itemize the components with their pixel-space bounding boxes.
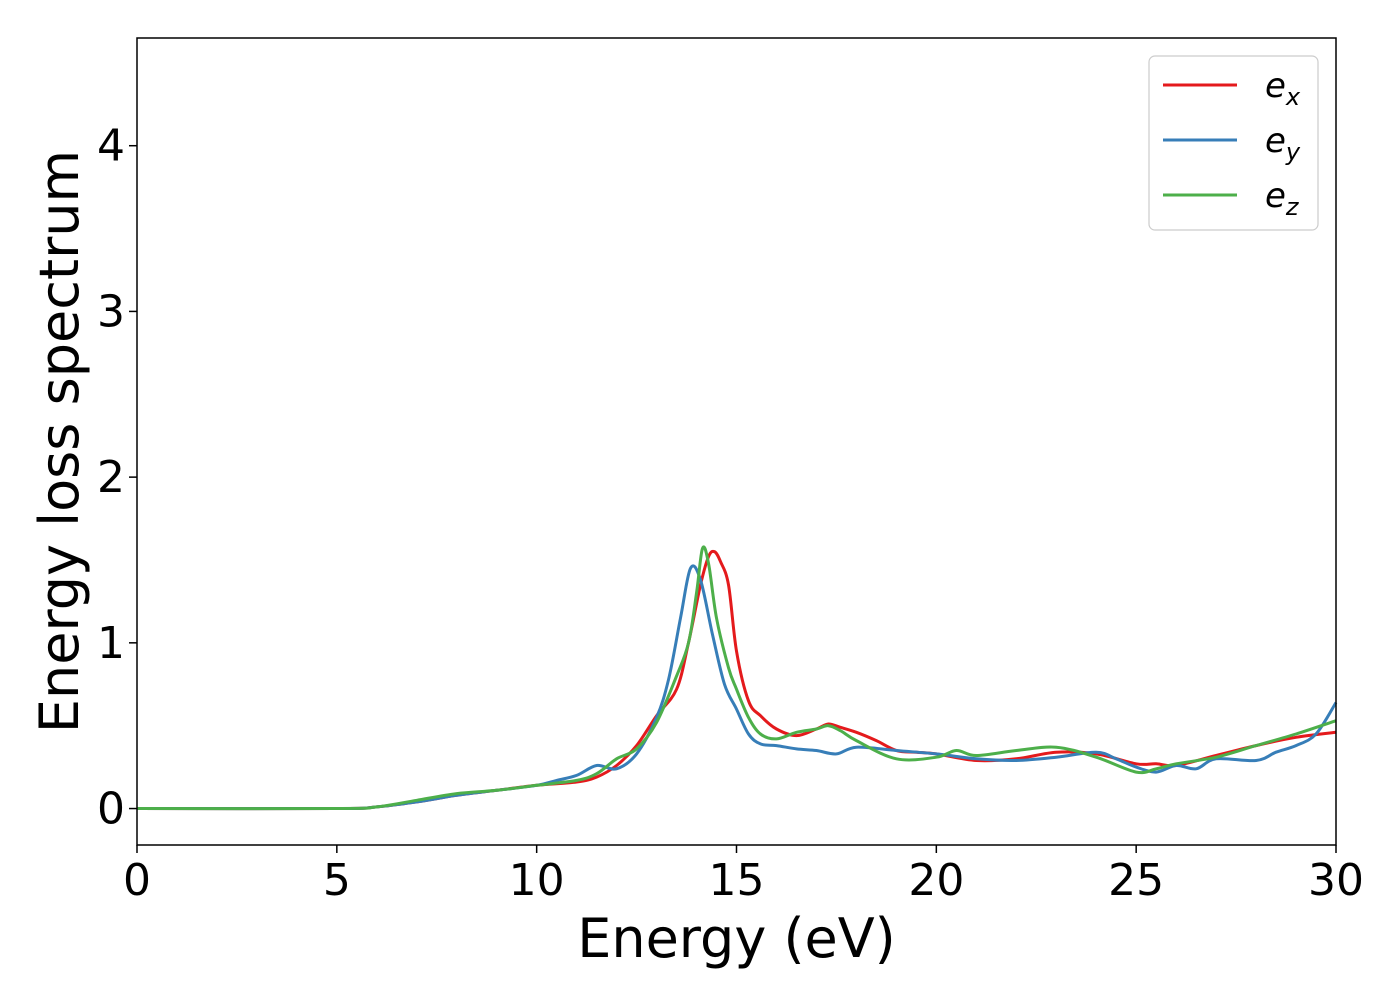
legend-label-ez: ez (1265, 176, 1300, 221)
series-layer (136, 545, 1338, 811)
legend-label-ey: ey (1265, 121, 1301, 166)
legend-box (1148, 55, 1319, 231)
legend: ex ey ez (1148, 55, 1319, 231)
x-axis-ticks: 0 5 10 15 20 25 30 (123, 845, 1364, 906)
y-tick-label: 2 (97, 452, 125, 503)
x-axis-label: Energy (eV) (577, 907, 896, 970)
y-tick-label: 0 (97, 784, 125, 835)
y-tick-label: 4 (97, 121, 125, 172)
x-tick-label: 30 (1308, 855, 1364, 906)
legend-label-ex: ex (1265, 66, 1301, 111)
x-tick-label: 15 (709, 855, 765, 906)
y-tick-label: 3 (97, 286, 125, 337)
x-tick-label: 0 (123, 855, 151, 906)
y-axis-ticks: 0 1 2 3 4 (97, 121, 137, 835)
x-tick-label: 5 (323, 855, 351, 906)
y-tick-label: 1 (97, 618, 125, 669)
x-tick-label: 20 (908, 855, 964, 906)
x-tick-label: 25 (1108, 855, 1164, 906)
y-axis-label: Energy loss spectrum (28, 150, 91, 733)
x-tick-label: 10 (509, 855, 565, 906)
series-line-ez (136, 545, 1337, 811)
